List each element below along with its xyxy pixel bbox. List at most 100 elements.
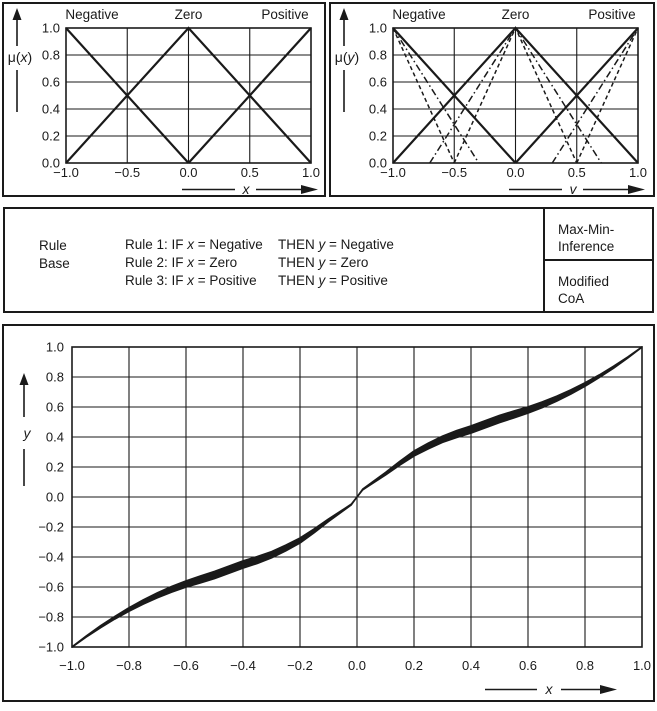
membership-curve-zero: [65, 26, 312, 164]
membership-curve-positive: [514, 27, 639, 164]
defuzzification-label-line1: Modified: [558, 274, 610, 289]
y-tick-label: 0.8: [42, 48, 60, 63]
x-axis-label: y: [569, 181, 578, 194]
transfer-curve-band: [71, 346, 643, 648]
rule-base-title: Rule Base: [39, 237, 70, 273]
x-tick-label: 1.0: [629, 165, 647, 180]
rule-condition: Rule 1: IF x = Negative: [125, 237, 263, 252]
y-tick-label: 0.4: [369, 102, 387, 117]
set-label-positive: Positive: [261, 7, 308, 22]
x-tick-label: 0.5: [241, 165, 259, 180]
inference-label-line1: Max-Min-: [558, 222, 615, 237]
rule-conclusion: THEN y = Positive: [278, 273, 388, 288]
defuzzification-label-line2: CoA: [558, 291, 585, 306]
x-tick-label: 0.2: [405, 658, 423, 673]
x-tick-label: 0.0: [506, 165, 524, 180]
membership-curve-negative-dashdot: [392, 27, 480, 164]
y-axis-arrowhead-icon: [19, 373, 29, 385]
y-tick-label: −0.2: [38, 520, 64, 535]
inference-defuzzification-box: Max-Min- Inference Modified CoA: [543, 209, 652, 311]
set-label-zero: Zero: [175, 7, 203, 22]
x-axis-arrowhead-icon: [628, 185, 645, 194]
x-tick-label: 0.5: [568, 165, 586, 180]
y-tick-label: 0.0: [369, 156, 387, 171]
rule-condition: Rule 3: IF x = Positive: [125, 273, 257, 288]
transfer-characteristic-panel: 1.0 0.8 0.6 0.4 0.2 0.0 −0.2 −0.4 −0.6 −0.8 −1.0 −1…: [2, 324, 655, 702]
x-tick-label: −1.0: [59, 658, 85, 673]
x-tick-label: 0.0: [179, 165, 197, 180]
y-tick-label: 0.0: [46, 490, 64, 505]
transfer-characteristic-chart: 1.0 0.8 0.6 0.4 0.2 0.0 −0.2 −0.4 −0.6 −0.8 −1.0 −1…: [19, 340, 651, 697]
y-tick-label: 0.6: [42, 75, 60, 90]
y-tick-label: 0.2: [42, 129, 60, 144]
mu-x-membership-panel: Negative Zero Positive 1.0 0.8 0.6 0.4 0.2 0.0 −1…: [2, 2, 326, 197]
inference-method-cell: Max-Min- Inference: [545, 209, 652, 261]
defuzzification-method-cell: Modified CoA: [545, 261, 652, 307]
x-tick-label: −0.6: [173, 658, 199, 673]
rule-base-panel: Rule Base Rule 1: IF x = Negative THEN y …: [3, 207, 654, 313]
y-tick-label: 0.8: [369, 48, 387, 63]
y-tick-label: 0.8: [46, 370, 64, 385]
mu-x-chart: Negative Zero Positive1.00.80.60.40.20.0−1…: [8, 7, 320, 194]
mu-axis-arrowhead-icon: [12, 8, 22, 20]
membership-curve-negative-dashed: [392, 27, 455, 164]
x-tick-label: 0.0: [348, 658, 366, 673]
membership-curve-positive-dashdot: [551, 27, 639, 164]
mu-axis-arrowhead-icon: [339, 8, 349, 20]
rule-row: Rule 2: IF x = Zero THEN y = Zero: [125, 254, 394, 272]
rule-base-title-line1: Rule: [39, 238, 67, 253]
x-tick-label: −1.0: [380, 165, 406, 180]
y-tick-label: −1.0: [38, 640, 64, 655]
y-tick-label: 1.0: [42, 21, 60, 36]
mu-axis-label: μ(x): [8, 49, 32, 65]
y-tick-label: 0.0: [42, 156, 60, 171]
x-tick-label: 0.4: [462, 658, 480, 673]
y-tick-label: 0.6: [46, 400, 64, 415]
rule-row: Rule 1: IF x = Negative THEN y = Negative: [125, 236, 394, 254]
y-tick-label: −0.4: [38, 550, 64, 565]
y-tick-label: 0.2: [369, 129, 387, 144]
x-axis-arrowhead-icon: [301, 185, 318, 194]
membership-curve-positive-dashed: [576, 27, 639, 164]
x-tick-label: 0.8: [576, 658, 594, 673]
y-tick-label: −0.8: [38, 610, 64, 625]
x-tick-label: −0.5: [441, 165, 467, 180]
y-tick-label: 1.0: [369, 21, 387, 36]
y-tick-label: 0.6: [369, 75, 387, 90]
rule-conclusion: THEN y = Zero: [278, 255, 369, 270]
plot-border: [71, 346, 643, 648]
rule-row: Rule 3: IF x = Positive THEN y = Positive: [125, 272, 394, 290]
set-label-negative: Negative: [392, 7, 445, 22]
rule-condition: Rule 2: IF x = Zero: [125, 255, 238, 270]
set-label-negative: Negative: [65, 7, 118, 22]
x-tick-label: −0.8: [116, 658, 142, 673]
mu-axis-label: μ(y): [335, 49, 359, 65]
y-tick-label: 0.2: [46, 460, 64, 475]
x-tick-label: 1.0: [633, 658, 651, 673]
x-tick-label: −0.5: [114, 165, 140, 180]
set-label-positive: Positive: [588, 7, 635, 22]
mu-y-chart: Negative Zero Positive1.00.80.60.40.20.0−1…: [335, 7, 647, 194]
x-tick-label: −0.4: [230, 658, 256, 673]
inference-label-line2: Inference: [558, 239, 615, 254]
x-tick-label: 1.0: [302, 165, 320, 180]
membership-curve-zero: [392, 26, 639, 164]
x-axis-arrowhead-icon: [600, 685, 617, 694]
y-tick-label: 0.4: [42, 102, 60, 117]
y-axis-label: y: [23, 425, 32, 441]
x-tick-label: 0.6: [519, 658, 537, 673]
set-label-zero: Zero: [502, 7, 530, 22]
rules-list: Rule 1: IF x = Negative THEN y = Negative…: [125, 236, 394, 290]
membership-curve-positive: [187, 27, 312, 164]
y-tick-label: 1.0: [46, 340, 64, 355]
rule-conclusion: THEN y = Negative: [278, 237, 394, 252]
x-axis-label: x: [545, 681, 554, 697]
x-axis-label: x: [242, 181, 251, 194]
y-tick-label: 0.4: [46, 430, 64, 445]
x-tick-label: −0.2: [287, 658, 313, 673]
y-tick-label: −0.6: [38, 580, 64, 595]
mu-y-membership-panel: Negative Zero Positive 1.0 0.8 0.6 0.4 0.2 0.0 −1…: [329, 2, 655, 197]
rule-base-title-line2: Base: [39, 256, 70, 271]
x-tick-label: −1.0: [53, 165, 79, 180]
